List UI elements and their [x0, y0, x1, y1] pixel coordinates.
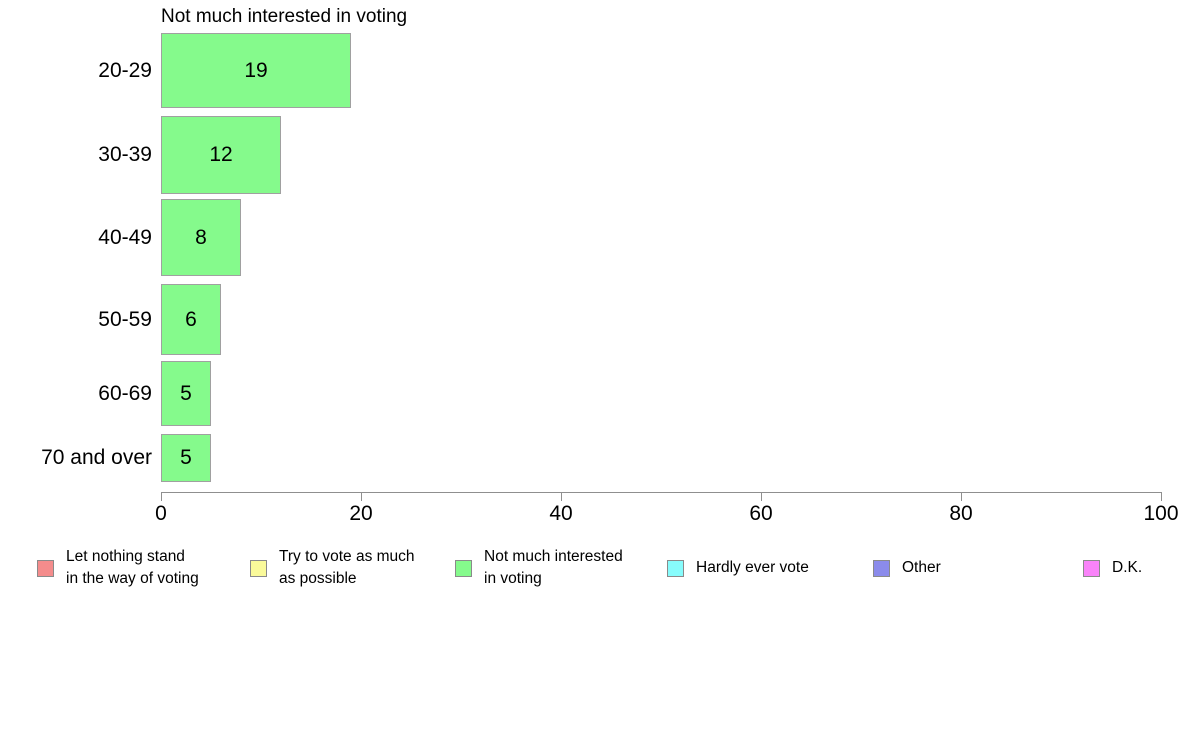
- chart-title: Not much interested in voting: [161, 6, 408, 27]
- legend-label: Not much interested in voting: [484, 548, 623, 587]
- bar-value-label: 8: [195, 225, 207, 249]
- bar: 5: [161, 434, 211, 482]
- x-tick-mark: [361, 492, 362, 501]
- plot-area: 20-29 19 30-39 12 40-49 8 50-59 6 60-69 5 70 and o…: [41, 33, 351, 482]
- x-tick-mark: [1161, 492, 1162, 501]
- legend-swatch-icon: [37, 559, 54, 577]
- legend-label: Try to vote as much as possible: [279, 548, 415, 587]
- x-tick-label: 60: [749, 502, 773, 525]
- bar: 19: [161, 33, 351, 108]
- x-tick-label: 0: [155, 502, 167, 525]
- x-axis-line: [161, 492, 1162, 493]
- legend-item: Hardly ever vote: [667, 546, 809, 590]
- category-label: 30-39: [98, 143, 152, 166]
- category-label: 50-59: [98, 307, 152, 331]
- bar-value-label: 5: [180, 446, 192, 469]
- x-tick-label: 40: [549, 502, 573, 525]
- bar: 8: [161, 199, 241, 276]
- bar-value-label: 5: [180, 381, 192, 405]
- legend-item: Not much interested in voting: [455, 546, 623, 590]
- legend-item: Let nothing stand in the way of voting: [37, 546, 199, 590]
- x-tick-mark: [961, 492, 962, 501]
- legend-swatch-icon: [1083, 559, 1100, 577]
- category-label: 60-69: [98, 381, 152, 405]
- bar: 6: [161, 284, 221, 355]
- legend-swatch-icon: [455, 559, 472, 577]
- bar: 12: [161, 116, 281, 194]
- bar: 5: [161, 361, 211, 426]
- bar-value-label: 19: [244, 58, 268, 82]
- category-label: 70 and over: [41, 446, 152, 469]
- legend-item: Try to vote as much as possible: [250, 546, 415, 590]
- bar-value-label: 12: [209, 143, 233, 166]
- legend: Let nothing stand in the way of voting Try…: [0, 0, 1188, 587]
- legend-item: D.K.: [1083, 546, 1142, 590]
- category-label: 20-29: [98, 58, 152, 82]
- legend-label: Let nothing stand in the way of voting: [66, 548, 199, 587]
- x-tick-mark: [561, 492, 562, 501]
- category-label: 40-49: [98, 225, 152, 249]
- legend-label: Other: [902, 559, 941, 576]
- legend-swatch-icon: [873, 559, 890, 577]
- legend-swatch-icon: [667, 559, 684, 577]
- x-tick-mark: [161, 492, 162, 501]
- x-tick-mark: [761, 492, 762, 501]
- legend-label: Hardly ever vote: [696, 559, 809, 576]
- x-tick-label: 20: [349, 502, 373, 525]
- legend-item: Other: [873, 546, 941, 590]
- legend-swatch-icon: [250, 559, 267, 577]
- legend-label: D.K.: [1112, 559, 1143, 576]
- bar-value-label: 6: [185, 307, 197, 331]
- x-tick-label: 80: [949, 502, 973, 525]
- x-tick-label: 100: [1143, 502, 1179, 525]
